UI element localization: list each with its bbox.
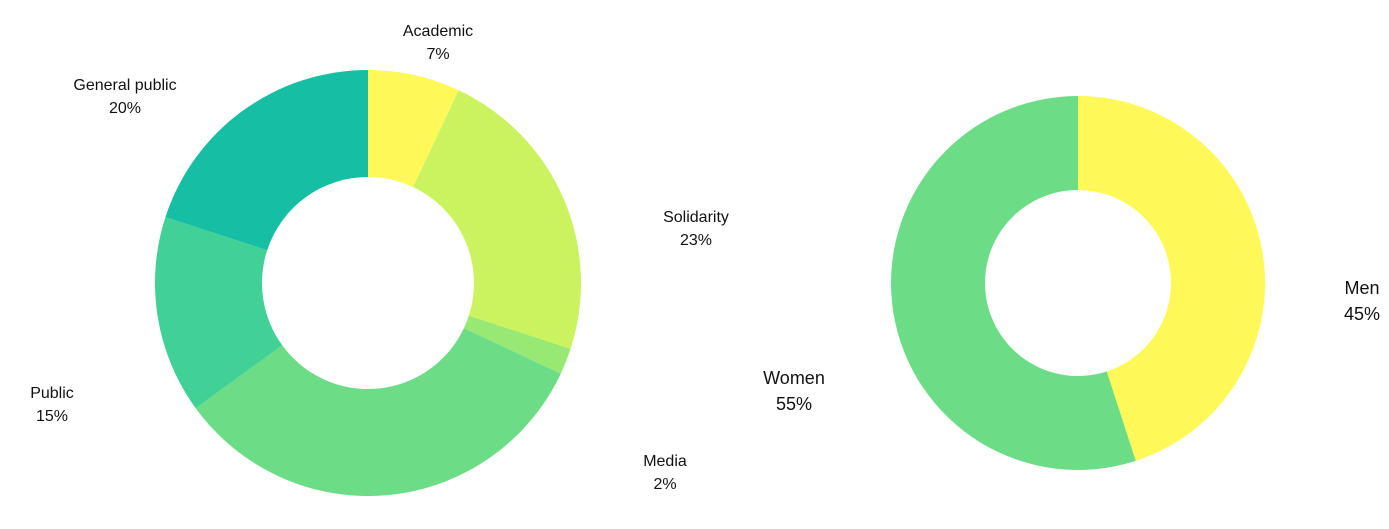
slice-general-public xyxy=(165,70,368,251)
slice-category-women: Women xyxy=(763,368,825,388)
slice-public xyxy=(154,217,283,409)
slice-academic xyxy=(368,70,459,188)
slice-category-solidarity: Solidarity xyxy=(663,209,729,226)
slice-label-public: Public 15% xyxy=(30,385,74,425)
slice-women xyxy=(891,96,1136,470)
slice-media xyxy=(463,315,571,374)
slice-label-academic: Academic 7% xyxy=(403,23,473,63)
slice-label-men: Men 45% xyxy=(1344,278,1380,324)
slice-percent-solidarity: 23% xyxy=(680,232,712,249)
slice-label-solidarity: Solidarity 23% xyxy=(663,209,729,249)
slice-percent-media: 2% xyxy=(653,476,676,493)
slice-category-media: Media xyxy=(643,453,687,470)
slice-category-men: Men xyxy=(1344,278,1379,298)
slice-percent-academic: 7% xyxy=(426,46,449,63)
slice-percent-women: 55% xyxy=(776,394,812,414)
slice-category-academic: Academic xyxy=(403,23,473,40)
audience-donut-chart: Academic 7% Solidarity 23% Media 2% Public 15% G… xyxy=(30,23,729,497)
slice-label-general-public: General public 20% xyxy=(73,77,176,117)
slice-unlabeled-3 xyxy=(195,328,561,497)
slice-label-media: Media 2% xyxy=(643,453,687,493)
slice-category-general-public: General public xyxy=(73,77,176,94)
slice-percent-general-public: 20% xyxy=(109,100,141,117)
slice-category-public: Public xyxy=(30,385,74,402)
gender-donut-chart: Men 45% Women 55% xyxy=(763,96,1380,470)
slice-label-women: Women 55% xyxy=(763,368,825,414)
slice-percent-public: 15% xyxy=(36,408,68,425)
slice-solidarity xyxy=(413,90,582,349)
slice-percent-men: 45% xyxy=(1344,304,1380,324)
slice-men xyxy=(1078,96,1266,461)
